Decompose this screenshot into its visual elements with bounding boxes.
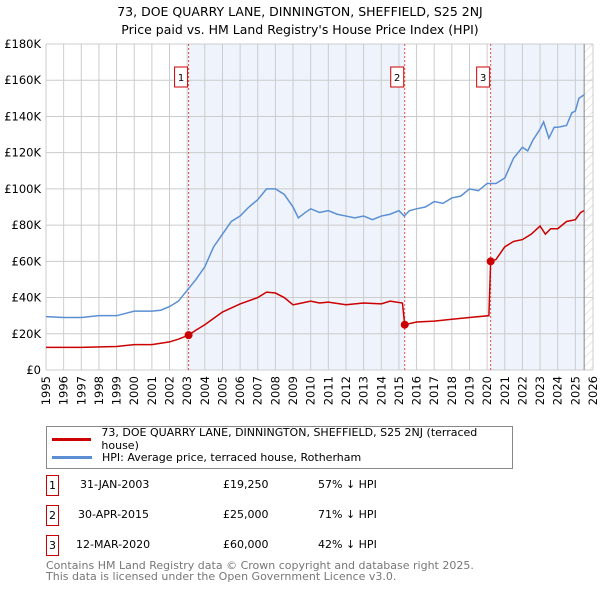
x-tick-label: 2017 [427, 376, 441, 405]
x-tick-label: 2002 [163, 376, 177, 405]
chart-title: 73, DOE QUARRY LANE, DINNINGTON, SHEFFIE… [117, 4, 483, 19]
x-tick-label: 2013 [357, 376, 371, 405]
x-tick-label: 2011 [321, 376, 335, 405]
footer-line: Contains HM Land Registry data © Crown c… [46, 559, 474, 572]
x-tick-label: 2004 [198, 376, 212, 405]
y-tick-label: £160K [4, 73, 41, 87]
x-tick-label: 2019 [462, 376, 476, 405]
legend-label-property: 73, DOE QUARRY LANE, DINNINGTON, SHEFFIE… [101, 426, 478, 452]
sale-label-box [390, 66, 405, 88]
y-tick-label: £60K [12, 254, 42, 268]
forecast-hatch [584, 44, 593, 370]
sale-hpi-diff: 71% ↓ HPI [318, 508, 377, 521]
x-tick-label: 2022 [515, 376, 529, 405]
x-tick-label: 2023 [533, 376, 547, 405]
sale-badge: 1 [46, 475, 59, 496]
sale-hpi-diff: 42% ↓ HPI [318, 538, 377, 551]
sale-label-box [174, 66, 189, 88]
x-tick-label: 2014 [374, 376, 388, 405]
x-tick-label: 1998 [92, 376, 106, 405]
sale-price: £19,250 [223, 478, 269, 491]
sale-date: 12-MAR-2020 [76, 538, 151, 551]
shaded-range [188, 44, 405, 370]
x-tick-label: 2021 [498, 376, 512, 405]
sale-date: 30-APR-2015 [78, 508, 150, 521]
legend-swatch-hpi [52, 455, 92, 459]
sale-label-box [476, 66, 491, 88]
y-tick-label: £20K [12, 327, 42, 341]
series-line [46, 209, 585, 349]
y-tick-label: £0 [26, 363, 41, 377]
x-tick-label: 2016 [410, 376, 424, 405]
legend-label-hpi: HPI: Average price, terraced house, Roth… [102, 450, 362, 464]
x-tick-label: 2024 [551, 376, 565, 405]
x-tick-label: 2015 [392, 376, 406, 405]
legend-swatch-property [52, 437, 92, 441]
x-tick-label: 2001 [145, 376, 159, 405]
sale-badge: 2 [46, 505, 59, 526]
sale-point [486, 257, 495, 266]
sale-date: 31-JAN-2003 [80, 478, 150, 491]
x-tick-label: 2005 [215, 376, 229, 405]
sale-badge: 3 [46, 535, 59, 556]
x-tick-label: 1999 [110, 376, 124, 405]
x-tick-label: 2008 [268, 376, 282, 405]
sale-price: £25,000 [223, 508, 269, 521]
x-tick-label: 1997 [74, 376, 88, 405]
y-tick-label: £180K [4, 37, 41, 51]
x-tick-label: 2009 [286, 376, 300, 405]
sale-point [400, 320, 409, 329]
y-tick-label: £140K [4, 109, 41, 123]
x-tick-label: 2026 [586, 376, 600, 405]
table-row: 2 30-APR-2015 £25,000 71% ↓ HPI [46, 505, 546, 526]
shaded-range [490, 44, 585, 370]
plot-area: £0 £20K £40K £60K £80K £100K £120K £140K £160K £1… [4, 37, 600, 405]
table-row: 3 12-MAR-2020 £60,000 42% ↓ HPI [46, 535, 546, 556]
x-tick-label: 2012 [339, 376, 353, 405]
sale-label: 2 [394, 73, 400, 84]
table-row: 1 31-JAN-2003 £19,250 57% ↓ HPI [46, 475, 546, 496]
x-tick-label: 2020 [480, 376, 494, 405]
y-tick-label: £120K [4, 146, 41, 160]
footer-line: This data is licensed under the Open Gov… [46, 570, 397, 583]
x-tick-label: 1996 [57, 376, 71, 405]
x-tick-label: 2025 [568, 376, 582, 405]
y-tick-label: £80K [12, 218, 42, 232]
y-tick-label: £40K [12, 291, 42, 305]
x-tick-label: 2000 [127, 376, 141, 405]
sale-label: 3 [480, 73, 486, 84]
x-tick-label: 1995 [39, 376, 53, 405]
x-tick-label: 2007 [251, 376, 265, 405]
series-line [45, 94, 585, 319]
sale-label: 1 [178, 73, 184, 84]
y-tick-label: £100K [4, 182, 41, 196]
x-tick-label: 2003 [180, 376, 194, 405]
x-tick-label: 2018 [445, 376, 459, 405]
sale-price: £60,000 [223, 538, 269, 551]
x-tick-label: 2006 [233, 376, 247, 405]
x-tick-label: 2010 [304, 376, 318, 405]
sale-hpi-diff: 57% ↓ HPI [318, 478, 377, 491]
footer: Contains HM Land Registry data © Crown c… [46, 560, 474, 582]
legend: 73, DOE QUARRY LANE, DINNINGTON, SHEFFIE… [46, 426, 513, 469]
chart-subtitle: Price paid vs. HM Land Registry's House … [121, 22, 479, 37]
sale-point [184, 331, 193, 340]
